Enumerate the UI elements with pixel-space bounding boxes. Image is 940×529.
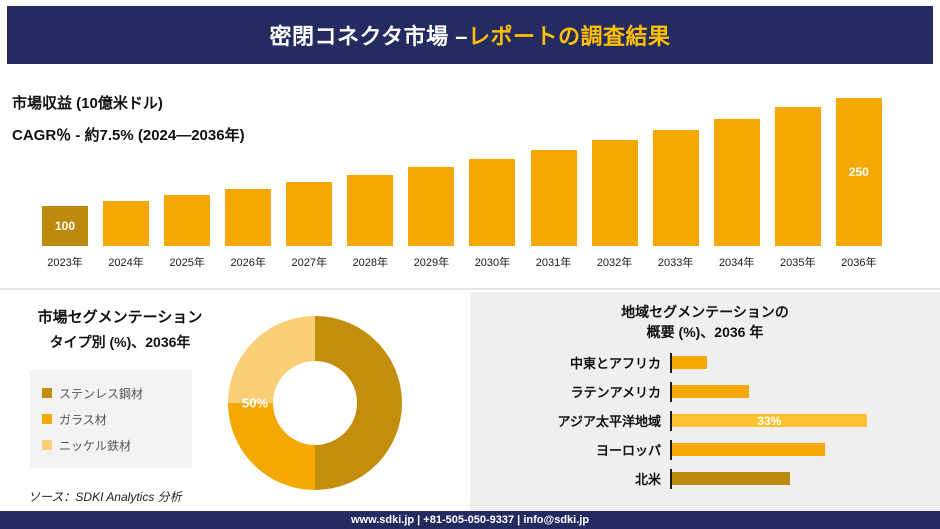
revenue-year-label: 2029年 — [413, 257, 450, 269]
region-row: ラテンアメリカ — [478, 377, 930, 406]
revenue-bar-column: 2030年 — [469, 88, 516, 270]
type-segmentation-subtitle: タイプ別 (%)、2036年 — [49, 334, 191, 350]
revenue-bar — [286, 181, 333, 246]
revenue-bar-column: 2026年 — [225, 88, 272, 270]
revenue-bar-column: 2024年 — [103, 88, 150, 270]
revenue-year-label: 2030年 — [474, 257, 511, 269]
region-axis-tick — [670, 381, 930, 402]
revenue-year-label: 2032年 — [596, 257, 633, 269]
revenue-year-label: 2025年 — [169, 257, 205, 269]
region-category-label: 中東とアフリカ — [569, 356, 661, 371]
type-legend: ステンレス鋼材 ガラス材ニッケル鉄材 — [30, 370, 192, 468]
footer-contact-text: www.sdki.jp | +81-505-050-9337 | info@sd… — [350, 514, 590, 526]
region-axis-tick: 33% — [670, 410, 930, 431]
revenue-bar-value-label: 250 — [848, 165, 869, 179]
legend-swatch-icon — [42, 388, 52, 398]
revenue-bar — [103, 200, 150, 246]
revenue-bar-column: 2033年 — [652, 88, 699, 270]
revenue-bar-column: 2032年 — [591, 88, 638, 270]
type-segmentation-title: 市場セグメンテーション — [37, 309, 203, 326]
region-row: ヨーロッパ — [478, 435, 930, 464]
region-bar: 33% — [672, 413, 867, 428]
region-axis-tick — [670, 468, 930, 489]
revenue-bar-column: 2035年 — [774, 88, 821, 270]
region-bar — [672, 385, 749, 398]
revenue-bar — [530, 149, 577, 246]
donut-hole — [273, 361, 357, 445]
page-title-highlight: レポートの調査結果 — [467, 24, 671, 49]
region-segmentation-panel: 地域セグメンテーションの 概要 (%)、2036 年 中東とアフリカ ラテンアメリ… — [470, 292, 940, 511]
footer-bar: www.sdki.jp | +81-505-050-9337 | info@sd… — [0, 511, 940, 529]
revenue-bar-column: 100 2023年 — [42, 88, 88, 270]
region-bars: 中東とアフリカ ラテンアメリカアジア太平洋地域 33% ヨーロッパ北米 — [478, 348, 930, 493]
revenue-bars: 100 2023年 2024年 2025年 2026年 2027年 2028年 2029年 20… — [42, 88, 882, 270]
region-category-label: 北米 — [634, 472, 661, 487]
region-category-label: アジア太平洋地域 — [557, 414, 661, 429]
revenue-bar — [713, 118, 760, 246]
region-row: 北米 — [478, 464, 930, 493]
revenue-chart-title: 市場収益 (10億米ドル) — [12, 95, 163, 112]
revenue-year-label: 2026年 — [230, 257, 266, 269]
revenue-bar-column: 2025年 — [164, 88, 211, 270]
revenue-bar: 100 — [42, 206, 88, 246]
legend-label: ステンレス鋼材 — [59, 386, 144, 401]
region-subtitle: 概要 (%)、2036 年 — [646, 324, 764, 340]
legend-swatch-icon — [42, 440, 52, 450]
revenue-chart-cagr: CAGR％ - 約7.5% (2024―2036年) — [12, 127, 245, 144]
revenue-bar — [164, 194, 211, 246]
section-divider — [0, 288, 940, 290]
revenue-bar: 250 — [835, 98, 882, 246]
revenue-bar-column: 250 2036年 — [835, 88, 882, 270]
revenue-year-label: 2033年 — [657, 257, 694, 269]
legend-swatch-icon — [42, 414, 52, 424]
revenue-bar — [225, 188, 272, 246]
revenue-bar — [469, 158, 516, 246]
type-donut: 50% — [228, 316, 402, 490]
revenue-bar-column: 2029年 — [408, 88, 455, 270]
region-bar-value-label: 33% — [757, 413, 782, 428]
revenue-bar-value-label: 100 — [54, 219, 76, 233]
revenue-year-label: 2035年 — [780, 257, 816, 269]
region-bar — [672, 356, 708, 369]
revenue-year-label: 2034年 — [718, 257, 755, 269]
legend-item: ステンレス鋼材 — [42, 385, 180, 402]
type-segmentation-panel: 市場セグメンテーション タイプ別 (%)、2036年 ステンレス鋼材 ガラス材ニッ… — [0, 292, 468, 511]
revenue-bar — [774, 106, 821, 246]
region-title: 地域セグメンテーションの — [621, 304, 789, 320]
revenue-bar — [408, 166, 455, 246]
page-title: 密閉コネクタ市場 – — [269, 24, 468, 49]
legend-item: ガラス材 — [42, 411, 180, 428]
region-row: アジア太平洋地域 33% — [478, 406, 930, 435]
revenue-bar-column: 2034年 — [713, 88, 760, 270]
legend-item: ニッケル鉄材 — [42, 437, 180, 454]
region-bar — [672, 472, 790, 485]
region-bar — [672, 443, 826, 456]
revenue-bar — [591, 139, 638, 246]
revenue-bar — [652, 129, 699, 246]
revenue-bar-column: 2027年 — [286, 88, 333, 270]
revenue-bar — [347, 174, 394, 246]
revenue-year-label: 2031年 — [535, 257, 572, 269]
region-category-label: ヨーロッパ — [595, 443, 661, 458]
legend-label: ニッケル鉄材 — [59, 438, 132, 453]
source-note: ソース：SDKI Analytics 分析 — [28, 490, 182, 504]
region-axis-tick — [670, 439, 930, 460]
revenue-year-label: 2024年 — [108, 257, 144, 269]
region-category-label: ラテンアメリカ — [570, 385, 661, 400]
region-row: 中東とアフリカ — [478, 348, 930, 377]
revenue-year-label: 2027年 — [291, 257, 327, 269]
header-banner: 密閉コネクタ市場 – レポートの調査結果 — [7, 6, 933, 64]
revenue-bar-column: 2028年 — [347, 88, 394, 270]
legend-label: ガラス材 — [59, 412, 107, 427]
revenue-year-label: 2023年 — [47, 257, 83, 269]
donut-percentage-label: 50% — [242, 395, 269, 411]
region-axis-tick — [670, 352, 930, 373]
revenue-bar-column: 2031年 — [530, 88, 577, 270]
revenue-year-label: 2028年 — [352, 257, 389, 269]
revenue-year-label: 2036年 — [841, 257, 877, 269]
